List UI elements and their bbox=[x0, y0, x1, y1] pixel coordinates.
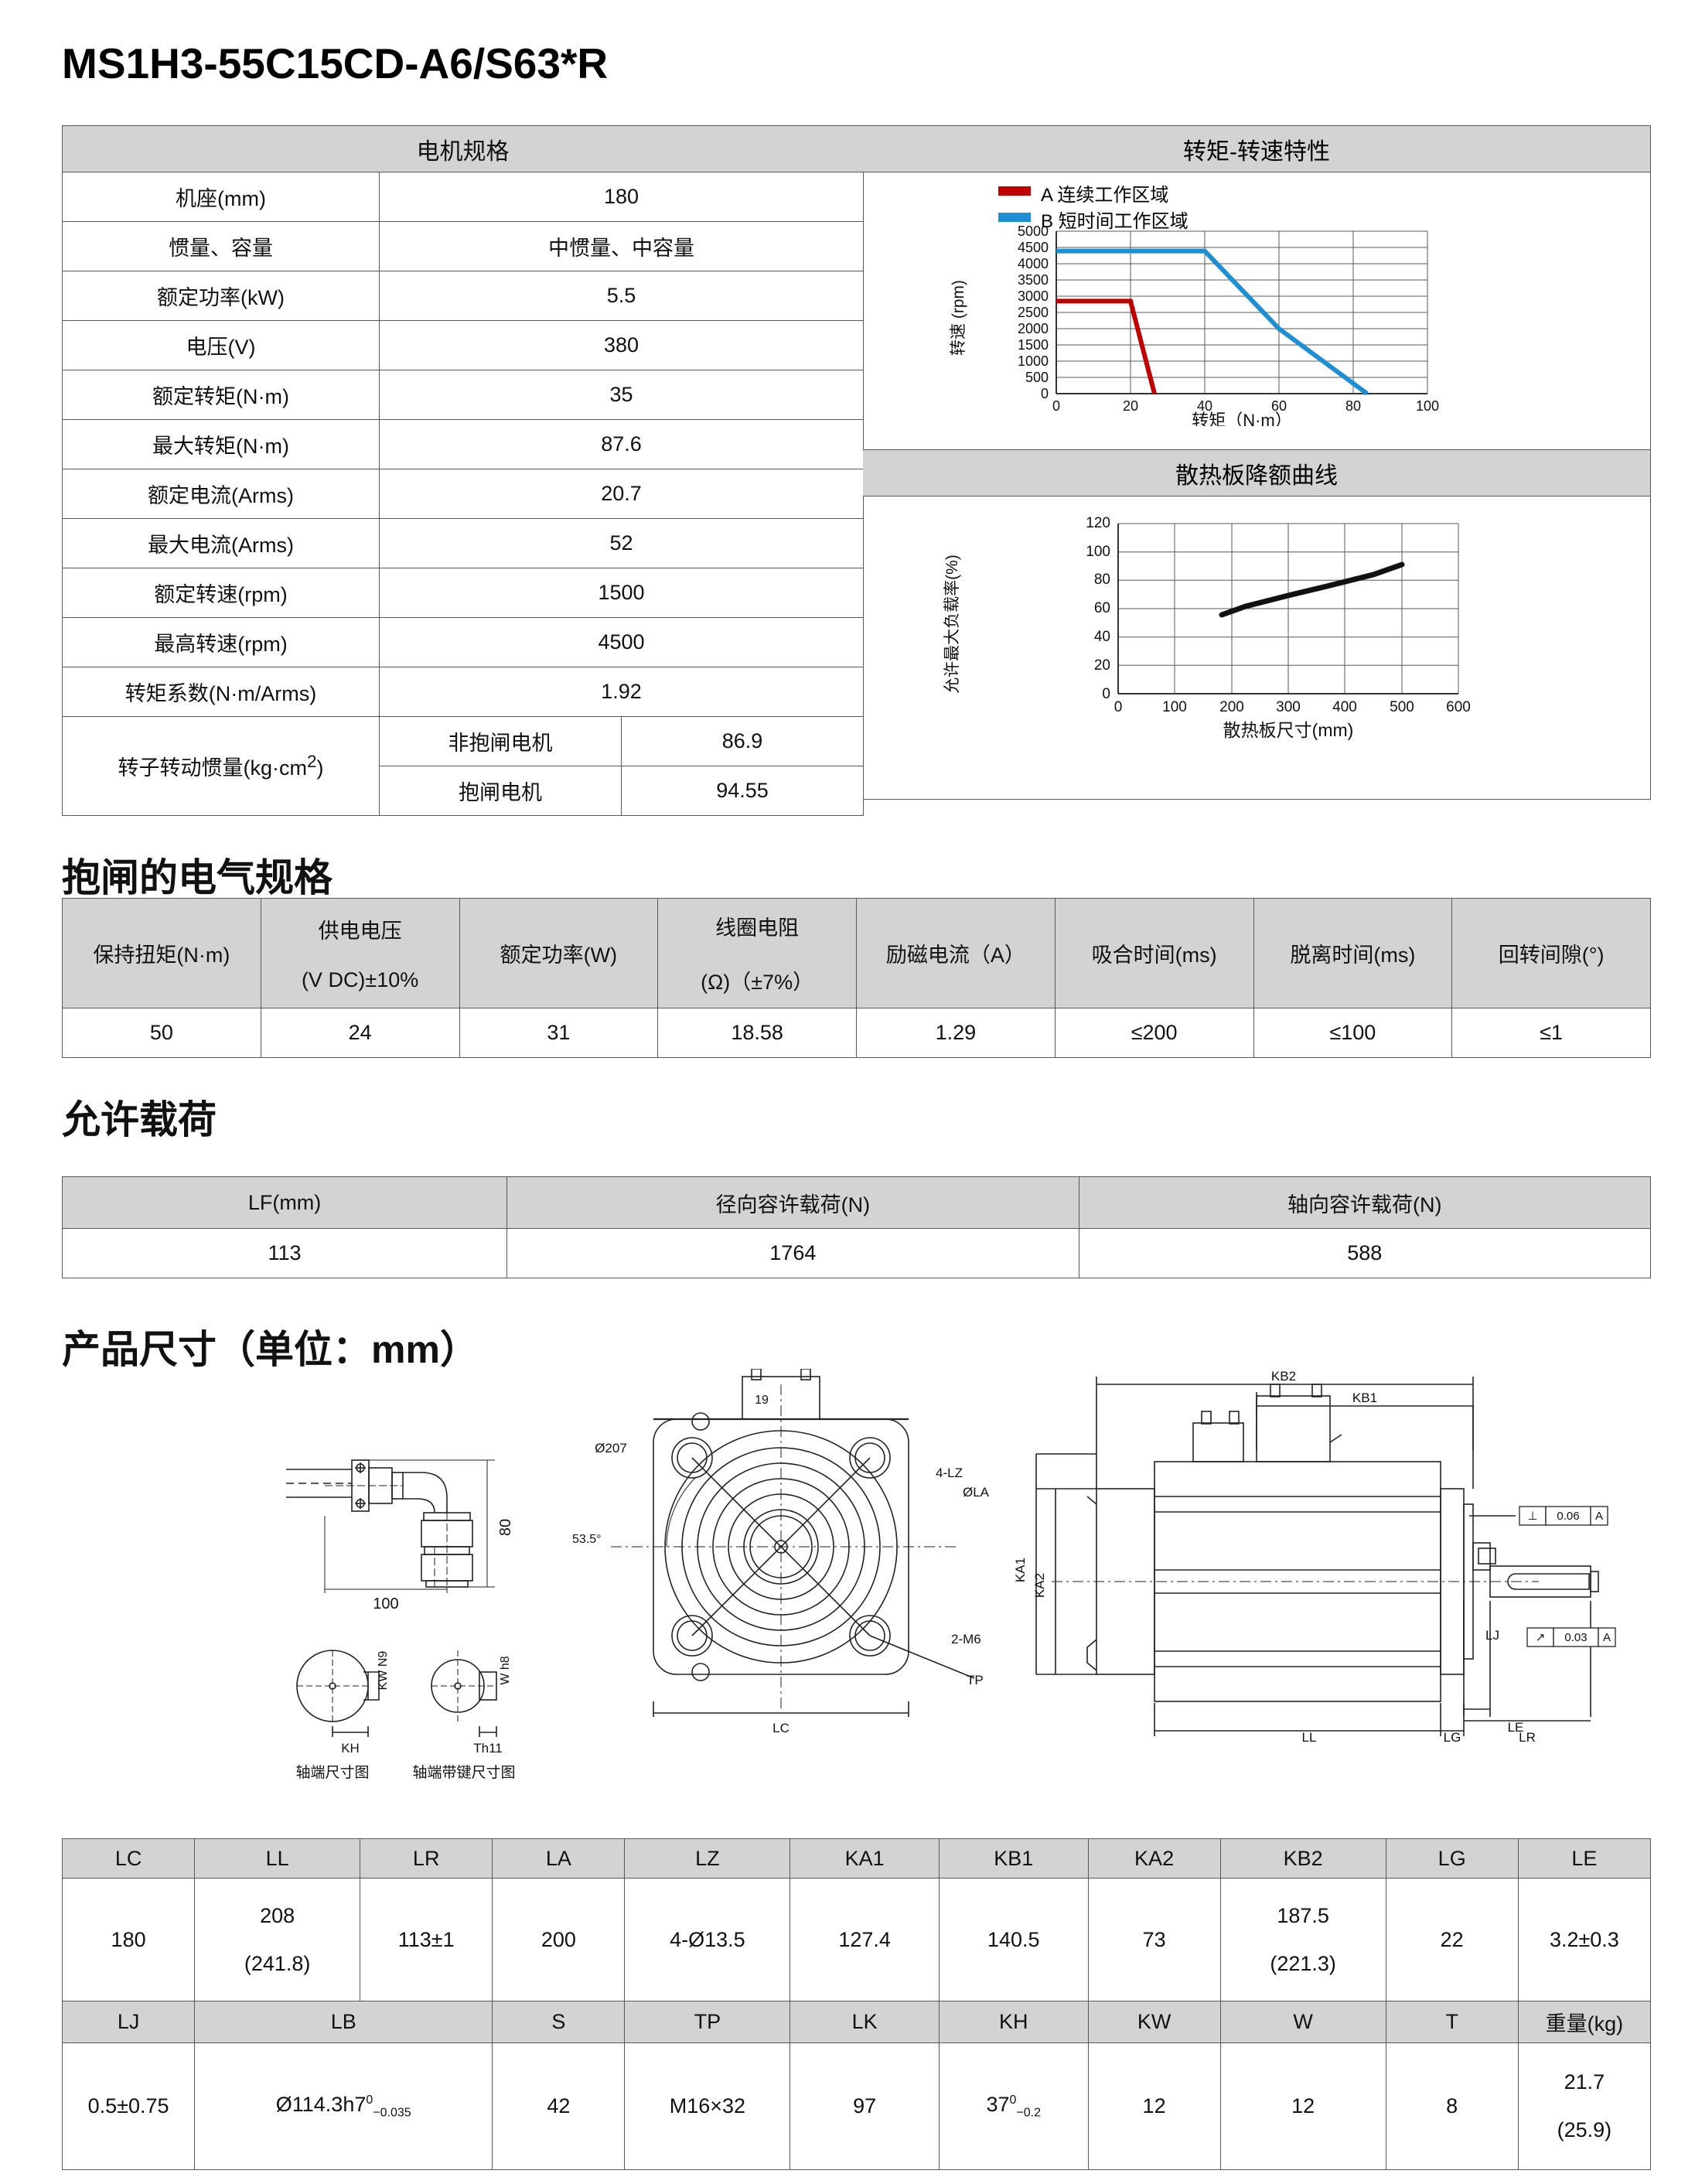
svg-text:A: A bbox=[1595, 1510, 1603, 1523]
svg-text:100: 100 bbox=[373, 1595, 398, 1612]
svg-text:KB1: KB1 bbox=[1352, 1391, 1377, 1405]
svg-text:40: 40 bbox=[1094, 629, 1110, 645]
svg-text:KA1: KA1 bbox=[1013, 1558, 1028, 1582]
svg-text:转速 (rpm): 转速 (rpm) bbox=[950, 280, 967, 356]
svg-text:KH: KH bbox=[341, 1741, 360, 1756]
svg-text:0.03: 0.03 bbox=[1564, 1631, 1587, 1644]
svg-text:Th11: Th11 bbox=[473, 1741, 503, 1756]
svg-text:KB2: KB2 bbox=[1271, 1369, 1296, 1384]
svg-text:1000: 1000 bbox=[1018, 353, 1049, 369]
svg-text:轴端带键尺寸图: 轴端带键尺寸图 bbox=[412, 1764, 515, 1781]
svg-text:TP: TP bbox=[967, 1673, 984, 1687]
svg-text:500: 500 bbox=[1390, 699, 1414, 715]
svg-text:4-LZ: 4-LZ bbox=[936, 1466, 963, 1480]
svg-text:0: 0 bbox=[1041, 386, 1049, 401]
svg-text:20: 20 bbox=[1094, 657, 1110, 674]
svg-text:3500: 3500 bbox=[1018, 272, 1049, 288]
svg-text:↗: ↗ bbox=[1536, 1631, 1546, 1644]
svg-text:转矩（N·m）: 转矩（N·m） bbox=[1192, 411, 1292, 426]
svg-text:W h8: W h8 bbox=[499, 1656, 512, 1684]
svg-text:LG: LG bbox=[1444, 1730, 1461, 1745]
svg-text:KA2: KA2 bbox=[1032, 1573, 1047, 1598]
svg-text:4500: 4500 bbox=[1018, 240, 1049, 255]
svg-text:2000: 2000 bbox=[1018, 321, 1049, 336]
svg-text:300: 300 bbox=[1276, 699, 1301, 715]
svg-text:0: 0 bbox=[1102, 686, 1110, 702]
svg-text:LC: LC bbox=[772, 1721, 790, 1735]
svg-text:4000: 4000 bbox=[1018, 256, 1049, 271]
svg-text:80: 80 bbox=[1094, 572, 1110, 588]
svg-text:散热板尺寸(mm): 散热板尺寸(mm) bbox=[1223, 720, 1354, 740]
svg-text:100: 100 bbox=[1162, 699, 1187, 715]
svg-text:120: 120 bbox=[1086, 515, 1110, 531]
svg-text:53.5°: 53.5° bbox=[572, 1533, 602, 1546]
svg-text:LR: LR bbox=[1519, 1730, 1536, 1745]
svg-text:60: 60 bbox=[1094, 600, 1110, 616]
svg-text:100: 100 bbox=[1416, 398, 1439, 414]
svg-text:80: 80 bbox=[497, 1519, 514, 1536]
svg-text:ØLA: ØLA bbox=[963, 1485, 990, 1500]
svg-text:3000: 3000 bbox=[1018, 288, 1049, 304]
svg-text:400: 400 bbox=[1332, 699, 1357, 715]
svg-text:2-M6: 2-M6 bbox=[951, 1632, 981, 1647]
svg-text:19: 19 bbox=[755, 1394, 769, 1407]
svg-text:1500: 1500 bbox=[1018, 337, 1049, 353]
svg-text:LL: LL bbox=[1302, 1730, 1317, 1745]
svg-text:允许最大负载率(%): 允许最大负载率(%) bbox=[943, 555, 961, 694]
svg-text:Ø207: Ø207 bbox=[595, 1441, 627, 1455]
svg-text:200: 200 bbox=[1219, 699, 1244, 715]
svg-text:20: 20 bbox=[1123, 398, 1138, 414]
svg-text:0.06: 0.06 bbox=[1557, 1510, 1579, 1523]
svg-text:2500: 2500 bbox=[1018, 305, 1049, 320]
svg-text:5000: 5000 bbox=[1018, 225, 1049, 239]
svg-text:80: 80 bbox=[1345, 398, 1361, 414]
svg-text:⊥: ⊥ bbox=[1527, 1510, 1537, 1523]
svg-text:LJ: LJ bbox=[1485, 1628, 1499, 1643]
svg-text:KW N9: KW N9 bbox=[377, 1651, 390, 1691]
svg-text:轴端尺寸图: 轴端尺寸图 bbox=[295, 1764, 369, 1781]
svg-text:100: 100 bbox=[1086, 544, 1110, 560]
svg-text:0: 0 bbox=[1052, 398, 1060, 414]
svg-text:500: 500 bbox=[1025, 370, 1049, 385]
svg-text:600: 600 bbox=[1446, 699, 1471, 715]
svg-text:A: A bbox=[1603, 1631, 1611, 1644]
svg-text:0: 0 bbox=[1114, 699, 1123, 715]
